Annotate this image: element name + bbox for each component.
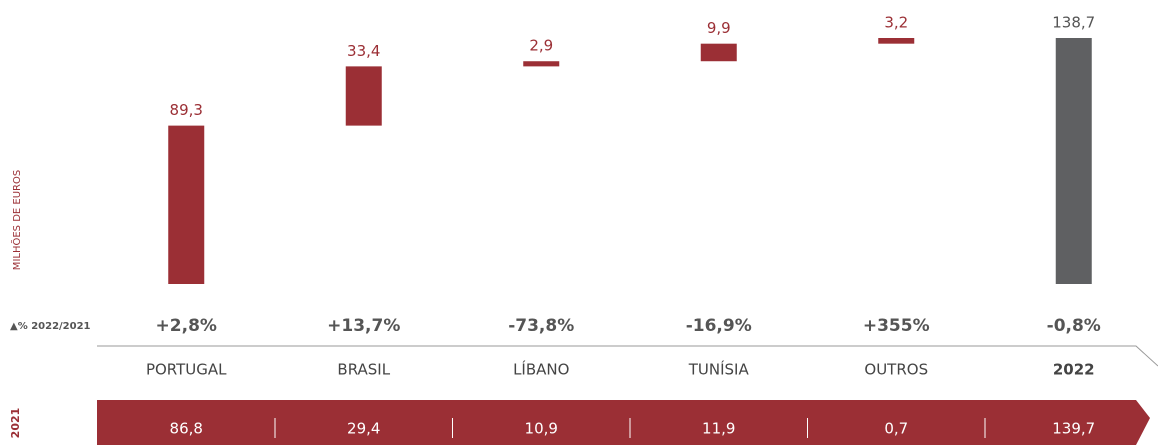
prior-year-value: 86,8 [170, 420, 203, 438]
value-label: 33,4 [347, 42, 380, 60]
category-label: PORTUGAL [146, 361, 227, 379]
changes-label: ▲% 2022/2021 [10, 321, 91, 332]
change-label: -73,8% [508, 316, 574, 336]
prior-year-value: 11,9 [702, 420, 735, 438]
value-label: 89,3 [170, 101, 203, 119]
bar [700, 43, 737, 62]
value-label: 138,7 [1052, 14, 1095, 32]
value-label: 3,2 [884, 14, 908, 32]
divider-line [97, 345, 1158, 367]
change-label: +355% [863, 316, 930, 336]
change-label: +2,8% [156, 316, 217, 336]
category-label: BRASIL [337, 361, 390, 379]
category-label: TUNÍSIA [688, 360, 750, 379]
bar [878, 38, 915, 44]
bar [345, 66, 382, 126]
total-bar [1055, 38, 1092, 284]
prior-year-band [97, 400, 1150, 445]
category-label: 2022 [1053, 361, 1095, 379]
value-label: 2,9 [529, 37, 553, 55]
change-label: -0,8% [1047, 316, 1101, 336]
change-label: +13,7% [327, 316, 400, 336]
y-axis-label: MILHÕES DE EUROS [10, 170, 23, 270]
prior-year-value: 139,7 [1052, 420, 1095, 438]
bar [168, 125, 205, 284]
prior-year-value: 0,7 [884, 420, 908, 438]
value-label: 9,9 [707, 19, 731, 37]
prior-year-label: 2021 [9, 408, 22, 439]
prior-year-value: 10,9 [525, 420, 558, 438]
category-label: OUTROS [864, 361, 928, 379]
category-label: LÍBANO [513, 360, 569, 379]
prior-year-value: 29,4 [347, 420, 380, 438]
change-label: -16,9% [686, 316, 752, 336]
bar [523, 61, 560, 67]
